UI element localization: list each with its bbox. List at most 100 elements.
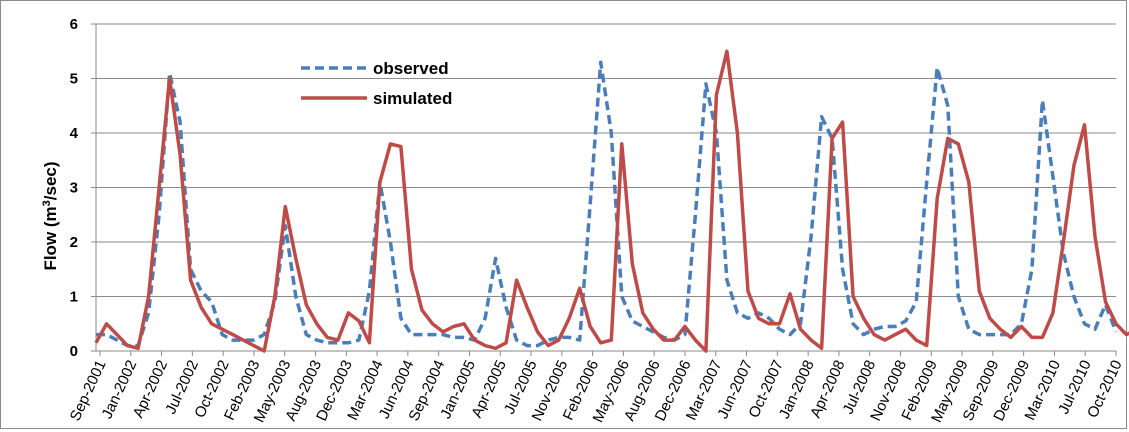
data-point-observed (631, 320, 634, 323)
data-point-observed (431, 333, 434, 336)
data-point-simulated (105, 322, 108, 325)
data-point-observed (263, 333, 266, 336)
data-point-simulated (652, 328, 655, 331)
data-point-simulated (694, 339, 697, 342)
data-point-observed (410, 333, 413, 336)
data-point-simulated (305, 303, 308, 306)
data-point-simulated (778, 322, 781, 325)
data-point-simulated (336, 339, 339, 342)
data-point-simulated (347, 311, 350, 314)
data-point-observed (610, 132, 613, 135)
data-point-simulated (957, 142, 960, 145)
data-point-simulated (641, 311, 644, 314)
y-tick-label: 3 (70, 180, 78, 197)
data-point-observed (683, 333, 686, 336)
data-point-observed (967, 328, 970, 331)
data-point-observed (315, 339, 318, 342)
data-point-observed (179, 121, 182, 124)
legend-simulated-label: simulated (373, 89, 452, 108)
data-point-simulated (852, 295, 855, 298)
y-axis-label: Flow (m3/sec) (41, 161, 60, 270)
data-point-observed (326, 341, 329, 344)
data-point-simulated (252, 344, 255, 347)
data-point-simulated (294, 257, 297, 260)
data-point-observed (957, 295, 960, 298)
data-point-observed (116, 339, 119, 342)
data-point-simulated (715, 93, 718, 96)
data-point-simulated (389, 142, 392, 145)
data-point-observed (841, 268, 844, 271)
data-point-simulated (1125, 333, 1128, 336)
data-point-simulated (231, 333, 234, 336)
data-point-simulated (967, 181, 970, 184)
data-point-observed (526, 344, 529, 347)
data-point-simulated (1115, 322, 1118, 325)
data-point-simulated (1009, 336, 1012, 339)
data-point-simulated (1020, 325, 1023, 328)
data-point-observed (978, 333, 981, 336)
data-point-simulated (725, 50, 728, 53)
data-point-simulated (946, 137, 949, 140)
data-point-simulated (810, 339, 813, 342)
data-point-simulated (95, 341, 98, 344)
data-point-simulated (936, 197, 939, 200)
data-point-observed (210, 300, 213, 303)
data-point-observed (768, 317, 771, 320)
data-point-simulated (736, 132, 739, 135)
data-point-simulated (1041, 336, 1044, 339)
data-point-simulated (1104, 300, 1107, 303)
data-point-simulated (326, 336, 329, 339)
data-point-simulated (547, 344, 550, 347)
data-point-simulated (757, 317, 760, 320)
data-point-simulated (599, 341, 602, 344)
data-point-observed (389, 241, 392, 244)
data-point-observed (820, 115, 823, 118)
data-point-observed (515, 339, 518, 342)
data-point-simulated (221, 328, 224, 331)
data-point-simulated (378, 181, 381, 184)
data-point-observed (231, 339, 234, 342)
x-tick-labels: Sep-2001Jan-2002Apr-2002Jul-2002Oct-2002… (67, 358, 1126, 426)
series-line-observed (96, 62, 1116, 345)
data-point-simulated (189, 279, 192, 282)
data-point-simulated (526, 306, 529, 309)
data-point-observed (505, 306, 508, 309)
data-point-observed (305, 333, 308, 336)
data-point-observed (399, 317, 402, 320)
y-tick-label: 6 (70, 16, 78, 33)
data-point-observed (1072, 295, 1075, 298)
data-point-simulated (452, 325, 455, 328)
data-point-simulated (747, 290, 750, 293)
data-point-observed (221, 333, 224, 336)
data-point-simulated (999, 328, 1002, 331)
data-point-simulated (631, 262, 634, 265)
data-point-observed (494, 257, 497, 260)
data-point-simulated (610, 339, 613, 342)
data-point-simulated (1051, 311, 1054, 314)
data-point-observed (694, 213, 697, 216)
data-point-observed (904, 320, 907, 323)
y-tick-label: 0 (70, 343, 78, 360)
data-point-simulated (158, 186, 161, 189)
data-point-simulated (704, 350, 707, 353)
data-point-observed (536, 344, 539, 347)
data-point-observed (547, 339, 550, 342)
data-point-simulated (1094, 235, 1097, 238)
data-point-observed (789, 333, 792, 336)
data-point-observed (1083, 322, 1086, 325)
data-point-simulated (431, 322, 434, 325)
data-point-observed (936, 66, 939, 69)
data-point-observed (252, 339, 255, 342)
legend-observed-label: observed (373, 59, 449, 78)
data-point-simulated (1072, 164, 1075, 167)
data-point-simulated (399, 145, 402, 148)
data-point-simulated (200, 306, 203, 309)
data-point-observed (883, 325, 886, 328)
data-point-observed (200, 290, 203, 293)
data-point-observed (168, 72, 171, 75)
data-point-simulated (873, 333, 876, 336)
data-point-simulated (242, 339, 245, 342)
data-point-observed (1115, 330, 1118, 333)
data-point-observed (810, 235, 813, 238)
